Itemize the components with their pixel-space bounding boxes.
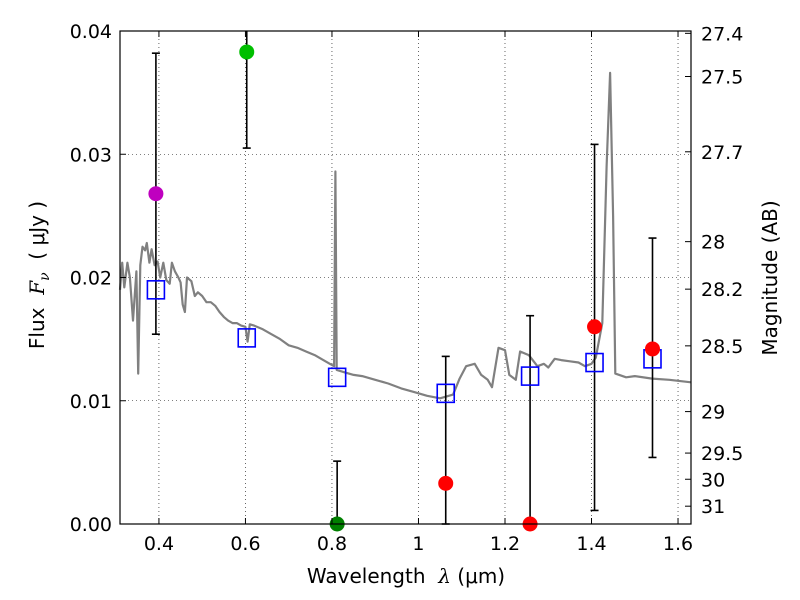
mag-tick-label: 29 [701,402,725,424]
plot-frame [119,30,692,525]
model-photometry-square [327,367,347,388]
mag-tick-label: 27.4 [701,23,743,45]
x-tick-label: 0.4 [144,533,174,555]
observed-flux-point [148,186,164,202]
mag-tick-label: 28.5 [701,336,743,358]
grid [120,30,691,525]
model-photometry-square [237,328,257,348]
observed-flux-point [587,319,603,335]
mag-tick-label: 27.5 [701,67,743,89]
x-tick-label: 1 [412,533,424,555]
model-photometry-square [585,352,604,373]
model-photometry-square [520,366,540,386]
sed-model-curve-layer [118,71,692,400]
model-photometry-markers [146,280,662,404]
y-tick-label: 0.00 [70,514,112,536]
y-axis-label: Flux Fν ( μJy ) [25,201,53,349]
x-tick-label: 1.6 [663,533,693,555]
x-tick-label: 1.4 [576,533,606,555]
y-tick-label: 0.01 [70,391,112,413]
observed-flux-point [438,475,454,491]
x-tick-label: 0.8 [317,533,347,555]
mag-tick-label: 29.5 [701,443,743,465]
y-axis-right-label: Magnitude (AB) [758,200,782,355]
mag-tick-label: 28 [701,232,725,254]
observed-photometry-markers [148,44,661,532]
mag-tick-label: 31 [701,496,725,518]
x-tick-label: 0.6 [230,533,260,555]
mag-tick-label: 28.2 [701,279,743,301]
y-tick-label: 0.04 [70,21,112,43]
observed-flux-point [239,44,255,60]
observed-flux-point [645,341,661,357]
x-axis-label: Wavelength λ (μm) [307,564,505,588]
mag-tick-label: 27.7 [701,142,743,164]
mag-tick-label: 30 [701,469,725,491]
axis-ticks: 0.4 0.6 0.8 1 1.2 1.4 1.6 0.00 0.01 0.02 0.03 0.04 2… [70,21,744,555]
y-tick-label: 0.03 [70,144,112,166]
sed-model-curve [118,71,692,400]
model-photometry-square [146,280,166,300]
y-tick-label: 0.02 [70,268,112,290]
model-photometry-square [436,383,456,404]
x-tick-label: 1.2 [490,533,520,555]
